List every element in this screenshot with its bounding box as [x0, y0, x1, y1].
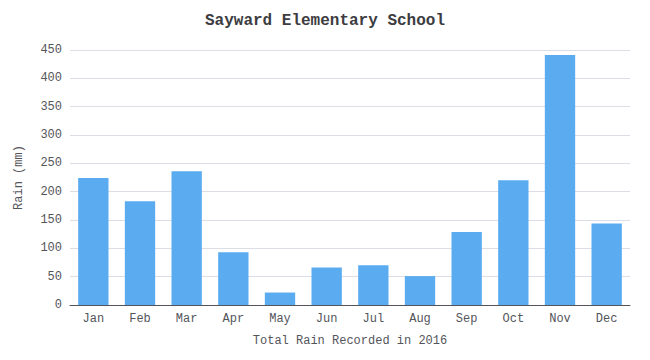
svg-text:450: 450: [40, 43, 62, 57]
svg-text:Oct: Oct: [503, 312, 525, 326]
svg-text:100: 100: [40, 241, 62, 255]
svg-text:Feb: Feb: [129, 312, 151, 326]
svg-text:Dec: Dec: [596, 312, 618, 326]
svg-text:Apr: Apr: [223, 312, 245, 326]
svg-text:May: May: [269, 312, 291, 326]
svg-text:Nov: Nov: [549, 312, 571, 326]
svg-text:Mar: Mar: [176, 312, 198, 326]
svg-text:Sep: Sep: [456, 312, 478, 326]
svg-text:200: 200: [40, 185, 62, 199]
svg-text:350: 350: [40, 100, 62, 114]
svg-text:Sayward Elementary School: Sayward Elementary School: [205, 12, 445, 30]
svg-text:Total Rain Recorded in 2016: Total Rain Recorded in 2016: [253, 334, 447, 348]
svg-text:250: 250: [40, 156, 62, 170]
svg-text:50: 50: [48, 270, 62, 284]
svg-text:Jul: Jul: [363, 312, 385, 326]
svg-text:Rain (mm): Rain (mm): [12, 145, 26, 210]
svg-text:Jan: Jan: [83, 312, 105, 326]
svg-text:Aug: Aug: [409, 312, 431, 326]
svg-text:150: 150: [40, 213, 62, 227]
svg-text:300: 300: [40, 128, 62, 142]
svg-text:Jun: Jun: [316, 312, 338, 326]
svg-text:0: 0: [55, 298, 62, 312]
svg-text:400: 400: [40, 71, 62, 85]
